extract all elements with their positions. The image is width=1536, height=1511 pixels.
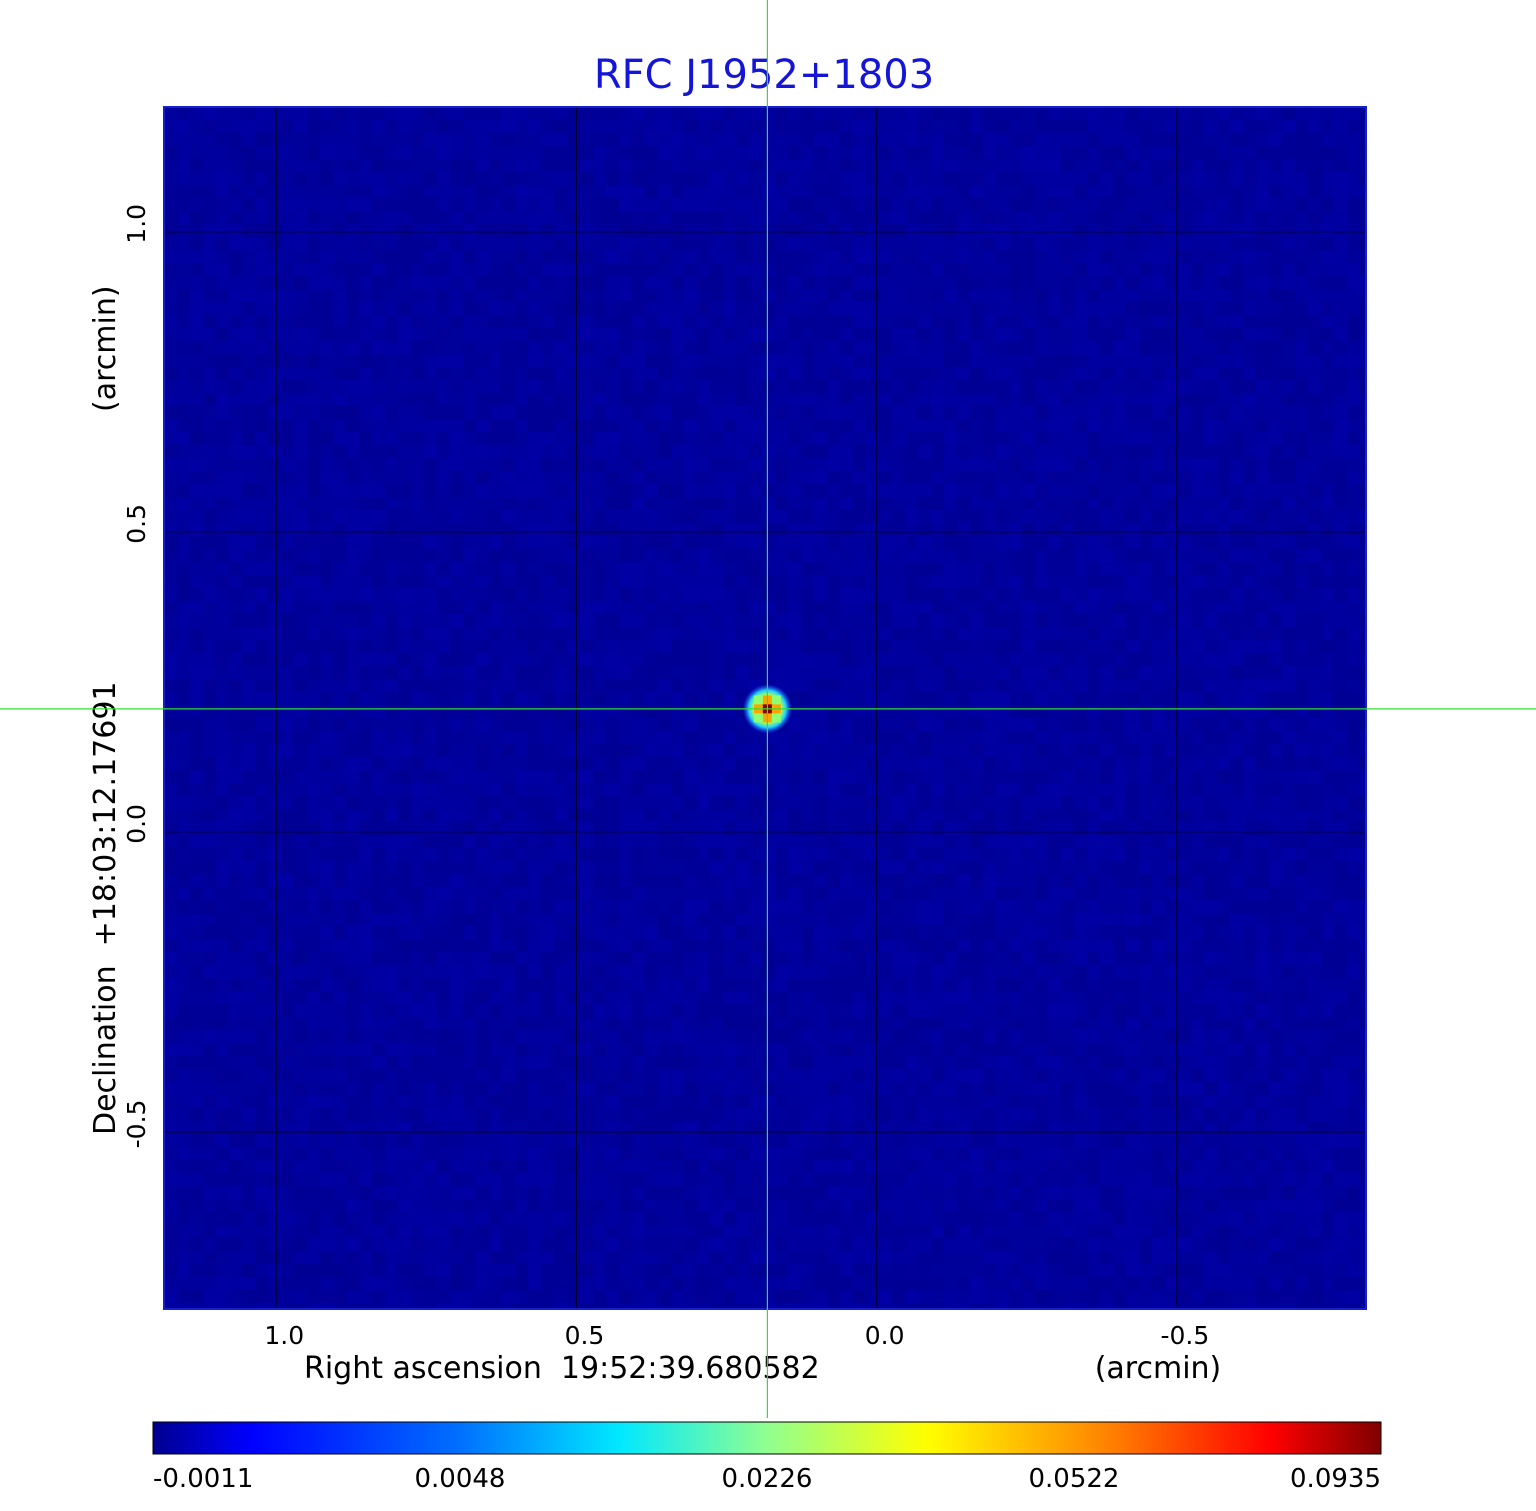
source-pixel xyxy=(753,695,763,705)
y-tick-label: -0.5 xyxy=(122,1100,151,1149)
y-tick-label: 0.5 xyxy=(122,504,151,544)
source-pixel xyxy=(753,713,763,723)
y-tick-label: 0.0 xyxy=(122,804,151,844)
plot-area xyxy=(164,107,1366,1309)
noise-layer xyxy=(164,107,1366,1309)
grid-layer xyxy=(164,107,1366,1309)
y-axis-label: Declination +18:03:12.17691 xyxy=(88,681,123,1135)
source-pixel xyxy=(771,695,781,705)
y-tick-labels: 1.0 0.5 0.0 -0.5 xyxy=(122,204,151,1148)
colorbar-tick-label: 0.0935 xyxy=(1290,1464,1381,1494)
x-axis-label: Right ascension 19:52:39.680582 xyxy=(304,1351,820,1386)
colorbar-tick-label: -0.0011 xyxy=(153,1464,253,1494)
colorbar-tick-label: 0.0226 xyxy=(722,1464,813,1494)
y-axis-unit: (arcmin) xyxy=(88,285,123,412)
source-pixel xyxy=(771,713,781,723)
x-axis-unit: (arcmin) xyxy=(1095,1351,1222,1386)
y-tick-label: 1.0 xyxy=(122,204,151,244)
crosshair xyxy=(0,0,1536,1418)
x-tick-label: -0.5 xyxy=(1160,1321,1209,1350)
chart-title: RFC J1952+1803 xyxy=(594,52,934,98)
x-tick-label: 0.0 xyxy=(865,1321,905,1350)
colorbar-tick-labels: -0.0011 0.0048 0.0226 0.0522 0.0935 xyxy=(153,1464,1381,1494)
colorbar-tick-label: 0.0522 xyxy=(1029,1464,1120,1494)
colorbar xyxy=(152,1421,1382,1455)
plot-frame xyxy=(163,106,1367,1310)
x-tick-label: 1.0 xyxy=(264,1321,304,1350)
colorbar-tick-label: 0.0048 xyxy=(415,1464,506,1494)
x-tick-labels: 1.0 0.5 0.0 -0.5 xyxy=(264,1321,1209,1350)
x-tick-label: 0.5 xyxy=(565,1321,605,1350)
